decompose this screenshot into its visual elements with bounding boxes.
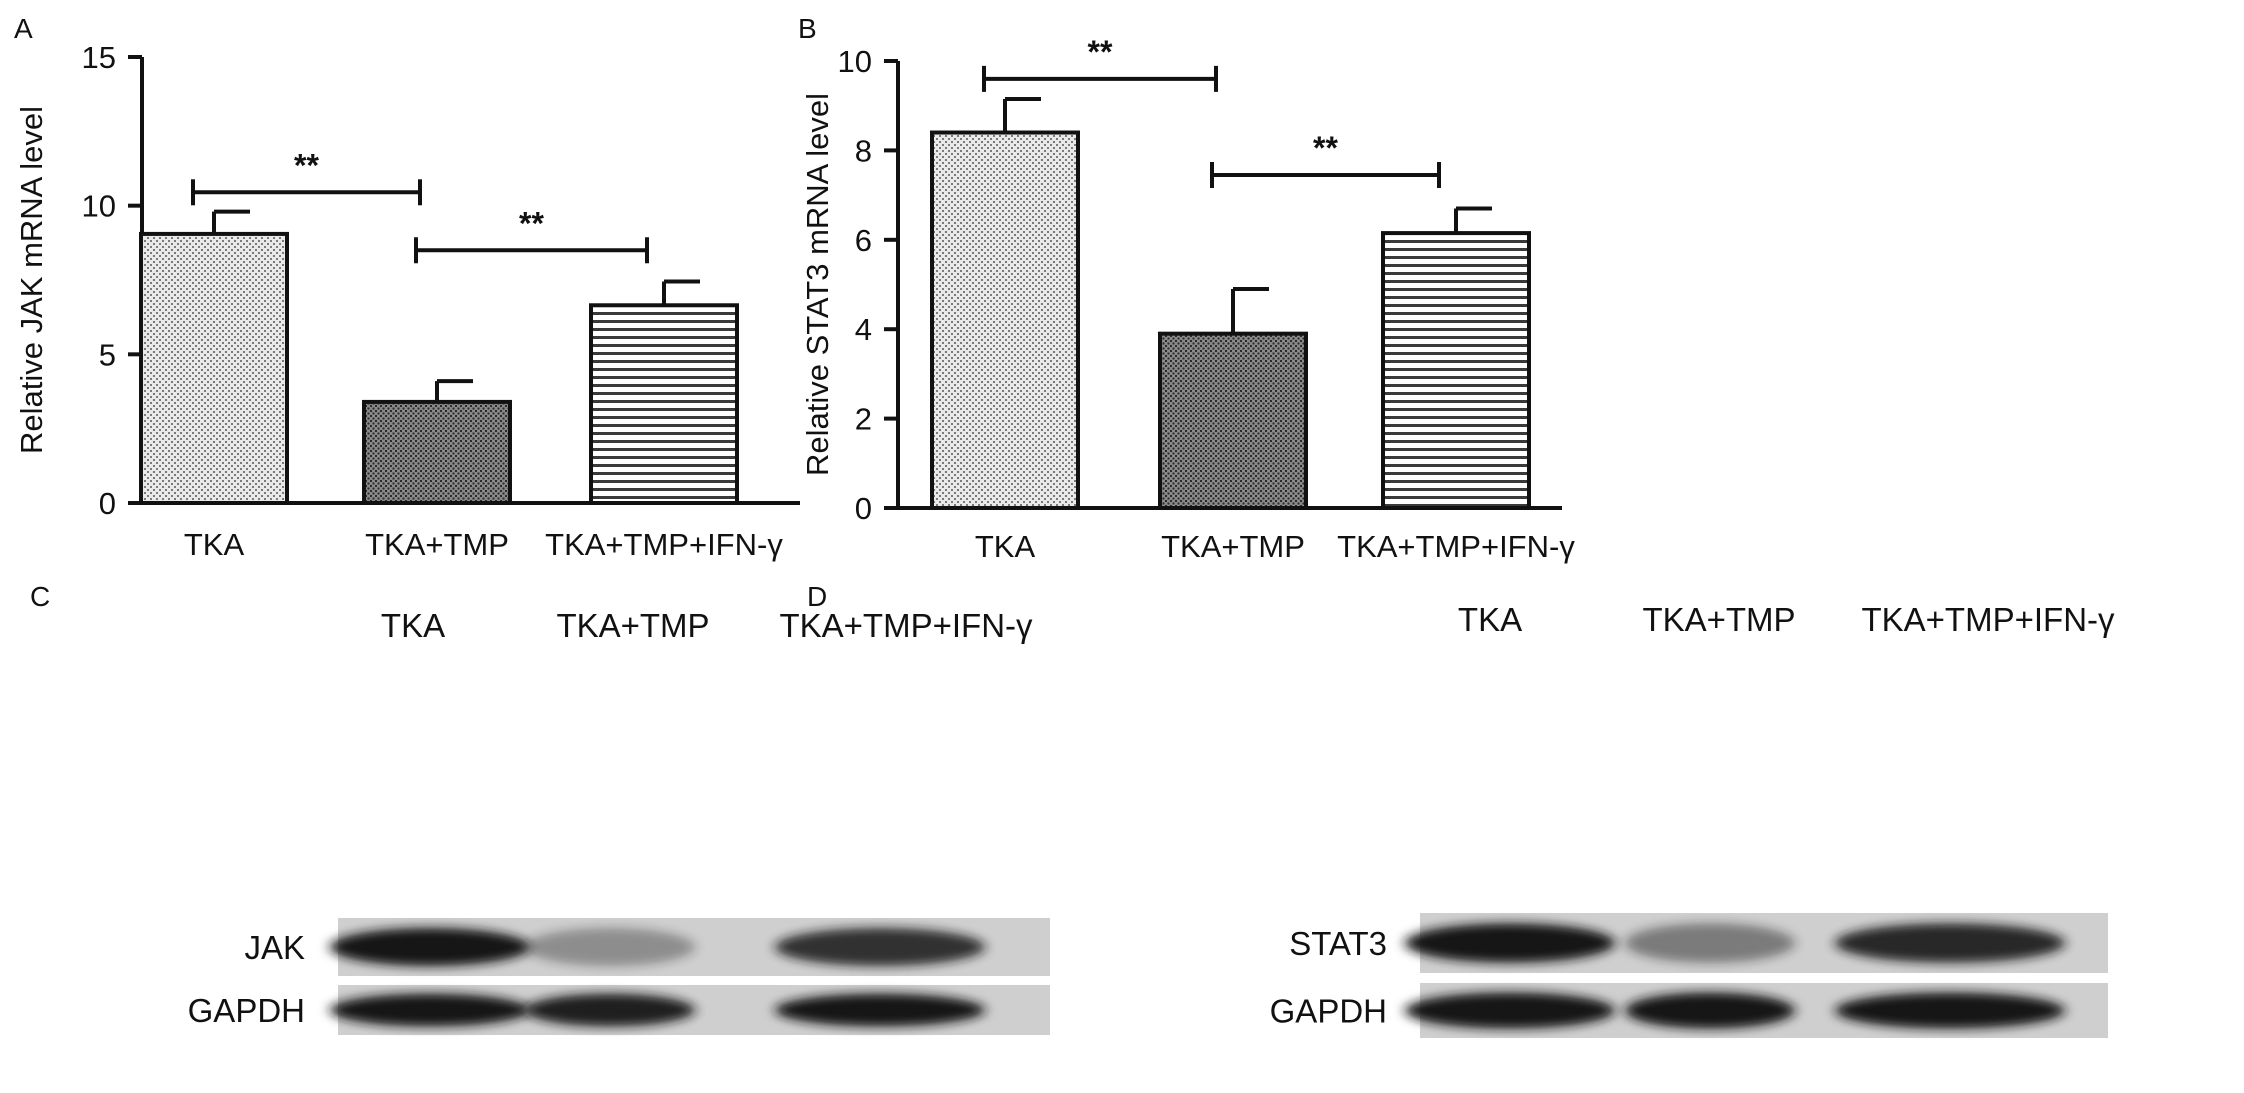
panel-letter: D — [807, 581, 827, 612]
y-tick-label: 0 — [855, 491, 872, 526]
lane-label: TKA — [1458, 601, 1522, 638]
blot-band — [1405, 992, 1615, 1029]
bar — [1158, 331, 1308, 511]
lane-label: TKA+TMP+IFN-γ — [779, 607, 1033, 644]
x-category-label: TKA — [975, 529, 1036, 564]
chart-panel-a: A 0 5 10 15 Relative JAK mRNA level TKA TKA+TMP… — [14, 13, 800, 562]
blot-row-label: GAPDH — [1270, 993, 1387, 1030]
bar — [139, 231, 289, 505]
blot-row-label: STAT3 — [1289, 925, 1387, 962]
y-tick-label: 5 — [99, 337, 116, 372]
y-tick-label: 2 — [855, 402, 872, 437]
y-tick-label: 10 — [82, 189, 116, 224]
blot-band — [1625, 923, 1795, 963]
blot-row-label: JAK — [244, 929, 305, 966]
significance-label: ** — [1088, 34, 1113, 70]
blot-band — [525, 927, 695, 967]
x-category-label: TKA — [184, 527, 245, 562]
x-category-label: TKA+TMP — [1161, 529, 1305, 564]
lane-label: TKA — [381, 607, 445, 644]
lane-label: TKA+TMP — [556, 607, 709, 644]
panel-letter: A — [14, 13, 33, 44]
blot-band — [1835, 992, 2065, 1029]
y-tick-label: 6 — [855, 223, 872, 258]
blot-band — [775, 927, 985, 967]
y-axis-title: Relative STAT3 mRNA level — [800, 93, 835, 476]
bar — [362, 399, 512, 506]
lane-label: TKA+TMP — [1642, 601, 1795, 638]
blot-band — [1625, 992, 1795, 1029]
x-category-label: TKA+TMP+IFN-γ — [545, 527, 783, 562]
bar — [589, 303, 739, 506]
y-tick-label: 8 — [855, 133, 872, 168]
blot-band — [775, 993, 985, 1027]
lane-label: TKA+TMP+IFN-γ — [1861, 601, 2115, 638]
y-axis-title: Relative JAK mRNA level — [14, 106, 49, 454]
blot-band — [1405, 923, 1615, 963]
blot-panel-c: C TKA TKA+TMP TKA+TMP+IFN-γ JAK GAPDH — [30, 581, 1050, 1035]
bar — [930, 130, 1080, 511]
blot-band — [525, 993, 695, 1027]
bar — [1381, 231, 1531, 510]
blot-band — [330, 993, 530, 1027]
x-category-label: TKA+TMP+IFN-γ — [1337, 529, 1575, 564]
blot-band — [1835, 923, 2065, 963]
panel-letter: B — [798, 13, 817, 44]
significance-label: ** — [1313, 130, 1338, 166]
y-tick-label: 15 — [82, 40, 116, 75]
significance-label: ** — [294, 147, 319, 183]
blot-panel-d: D TKA TKA+TMP TKA+TMP+IFN-γ STAT3 GAPDH — [807, 581, 2115, 1038]
y-tick-label: 4 — [855, 312, 872, 347]
blot-row-label: GAPDH — [188, 992, 305, 1029]
x-category-label: TKA+TMP — [365, 527, 509, 562]
significance-label: ** — [519, 205, 544, 241]
y-tick-label: 10 — [838, 44, 872, 79]
blot-band — [330, 927, 530, 967]
y-tick-label: 0 — [99, 486, 116, 521]
panel-letter: C — [30, 581, 50, 612]
